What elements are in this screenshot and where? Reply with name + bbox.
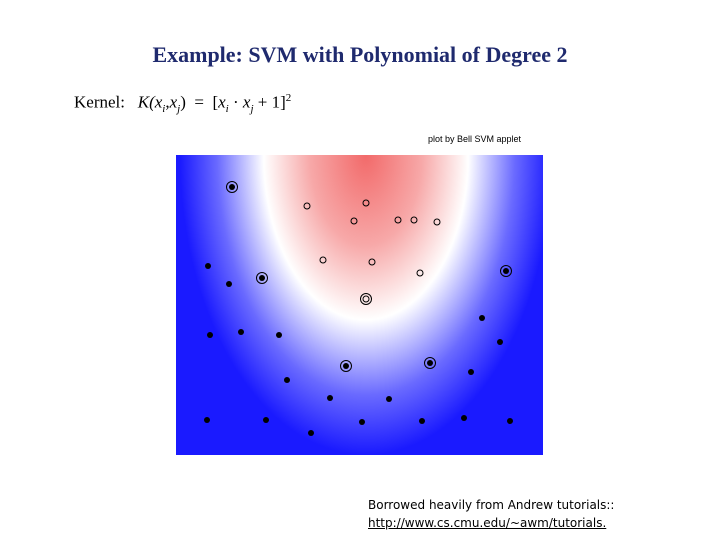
positive-point — [368, 258, 376, 266]
formula-part: x — [218, 92, 226, 112]
negative-point — [479, 315, 485, 321]
formula-part: K( — [137, 92, 155, 112]
support-vector — [343, 363, 349, 369]
support-vector — [259, 275, 265, 281]
positive-point — [362, 199, 370, 207]
negative-point — [284, 377, 290, 383]
svm-plot — [176, 155, 543, 455]
decision-surface — [176, 155, 543, 455]
support-ring — [500, 265, 512, 277]
points — [204, 181, 513, 436]
negative-point — [207, 332, 213, 338]
formula-part: x — [242, 92, 251, 112]
positive-point — [410, 216, 418, 224]
formula-part: ) = [ — [180, 92, 219, 112]
negative-point — [327, 395, 333, 401]
support-vector — [427, 360, 433, 366]
plot-credit: plot by Bell SVM applet — [428, 134, 522, 144]
positive-point — [303, 202, 311, 210]
negative-point — [468, 369, 474, 375]
negative-point — [359, 419, 365, 425]
formula-part: i — [162, 103, 166, 116]
footer-link[interactable]: http://www.cs.cmu.edu/~awm/tutorials. — [368, 516, 607, 530]
negative-point — [204, 417, 210, 423]
negative-point — [461, 415, 467, 421]
formula-part: x — [154, 92, 163, 112]
negative-point — [238, 329, 244, 335]
support-ring — [256, 272, 268, 284]
support-vector — [503, 268, 509, 274]
kernel-formula: Kernel: K(xi,xj) = [xi · xj + 1]2 — [74, 92, 291, 115]
positive-point — [350, 217, 358, 225]
positive-point — [394, 216, 402, 224]
negative-point — [263, 417, 269, 423]
support-vector — [229, 184, 235, 190]
footer-text: Borrowed heavily from Andrew tutorials:: — [368, 498, 615, 512]
positive-point — [416, 269, 424, 277]
negative-point — [276, 332, 282, 338]
formula-part: , — [165, 92, 170, 112]
support-ring — [360, 293, 372, 305]
formula-part: 2 — [285, 92, 292, 104]
negative-point — [205, 263, 211, 269]
formula-part: i — [225, 103, 229, 116]
formula-part: + 1] — [253, 92, 286, 112]
formula-part: j — [177, 103, 181, 116]
slide-title: Example: SVM with Polynomial of Degree 2 — [152, 42, 568, 67]
negative-point — [308, 430, 314, 436]
kernel-label: Kernel: — [74, 92, 125, 112]
negative-point — [419, 418, 425, 424]
positive-point — [319, 256, 327, 264]
formula-part: x — [169, 92, 178, 112]
support-vector — [362, 295, 370, 303]
negative-point — [497, 339, 503, 345]
support-ring — [424, 357, 436, 369]
support-ring — [340, 360, 352, 372]
footer: Borrowed heavily from Andrew tutorials::… — [368, 496, 614, 532]
support-ring — [226, 181, 238, 193]
formula-part: · — [228, 92, 243, 112]
positive-point — [433, 218, 441, 226]
negative-point — [226, 281, 232, 287]
negative-point — [507, 418, 513, 424]
formula-part: j — [250, 103, 254, 116]
negative-point — [386, 396, 392, 402]
